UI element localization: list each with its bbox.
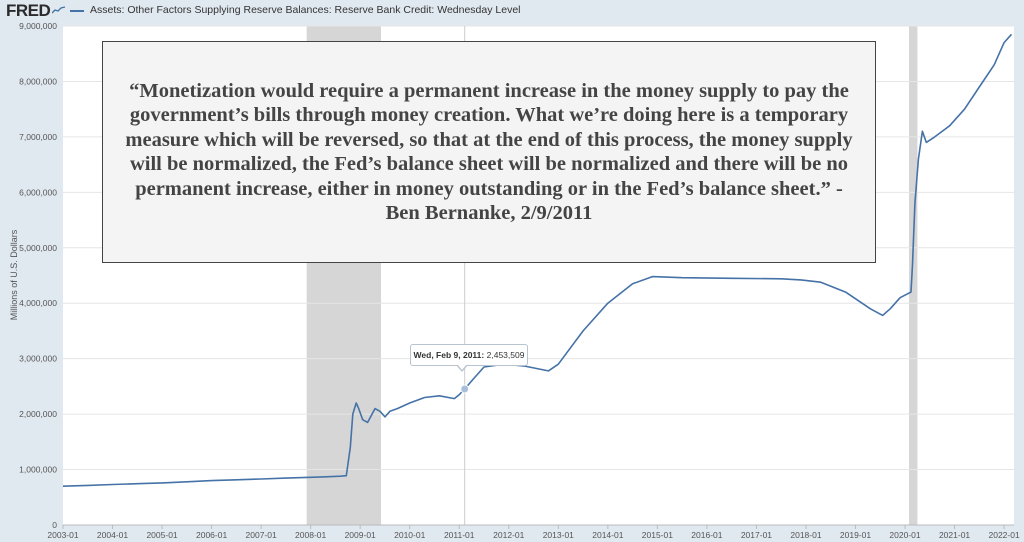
- tooltip-value: 2,453,509: [486, 350, 525, 360]
- x-tick-label: 2009-01: [345, 530, 376, 540]
- x-tick-label: 2014-01: [592, 530, 623, 540]
- x-tick-label: 2008-01: [295, 530, 326, 540]
- y-axis-title: Millions of U.S. Dollars: [9, 229, 19, 320]
- series-title: Assets: Other Factors Supplying Reserve …: [90, 4, 521, 16]
- chart-header: FRED Assets: Other Factors Supplying Res…: [0, 0, 1024, 22]
- x-tick-label: 2015-01: [642, 530, 673, 540]
- tooltip-pointer-fill: [457, 364, 467, 370]
- legend-line-swatch: [70, 10, 84, 12]
- y-tick-label: 2,000,000: [19, 409, 57, 419]
- y-tick-label: 8,000,000: [19, 76, 57, 86]
- sparkline-icon: [52, 6, 66, 14]
- x-tick-label: 2022-01: [988, 530, 1019, 540]
- fred-logo[interactable]: FRED: [6, 1, 51, 20]
- highlight-point[interactable]: [460, 384, 470, 394]
- x-tick-label: 2016-01: [691, 530, 722, 540]
- quote-box: “Monetization would require a permanent …: [102, 41, 876, 263]
- x-tick-label: 2005-01: [146, 530, 177, 540]
- x-axis-ticks: 2003-01 2004-01 2005-01 2006-01 2007-01 2008-…: [47, 525, 1020, 540]
- x-tick-label: 2007-01: [246, 530, 277, 540]
- x-tick-label: 2017-01: [741, 530, 772, 540]
- x-tick-label: 2019-01: [840, 530, 871, 540]
- y-tick-label: 9,000,000: [19, 21, 57, 31]
- x-tick-label: 2003-01: [47, 530, 78, 540]
- y-tick-label: 1,000,000: [19, 465, 57, 475]
- x-tick-label: 2006-01: [196, 530, 227, 540]
- y-tick-label: 6,000,000: [19, 187, 57, 197]
- y-tick-label: 5,000,000: [19, 243, 57, 253]
- quote-text: “Monetization would require a permanent …: [125, 79, 853, 225]
- x-tick-label: 2021-01: [939, 530, 970, 540]
- x-tick-label: 2004-01: [97, 530, 128, 540]
- x-tick-label: 2010-01: [394, 530, 425, 540]
- x-tick-label: 2020-01: [889, 530, 920, 540]
- y-tick-label: 7,000,000: [19, 132, 57, 142]
- y-tick-label: 4,000,000: [19, 298, 57, 308]
- y-tick-label: 3,000,000: [19, 354, 57, 364]
- x-tick-label: 2018-01: [790, 530, 821, 540]
- recession-band: [908, 26, 918, 525]
- series-line: [62, 33, 1013, 487]
- data-tooltip: Wed, Feb 9, 2011: 2,453,509: [410, 344, 528, 366]
- tooltip-date: Wed, Feb 9, 2011:: [413, 350, 485, 360]
- x-tick-label: 2012-01: [493, 530, 524, 540]
- x-tick-label: 2011-01: [444, 530, 475, 540]
- y-tick-label: 0: [52, 520, 57, 530]
- x-tick-label: 2013-01: [543, 530, 574, 540]
- y-axis-ticks: 0 1,000,000 2,000,000 3,000,000 4,000,000 5,0…: [19, 21, 57, 530]
